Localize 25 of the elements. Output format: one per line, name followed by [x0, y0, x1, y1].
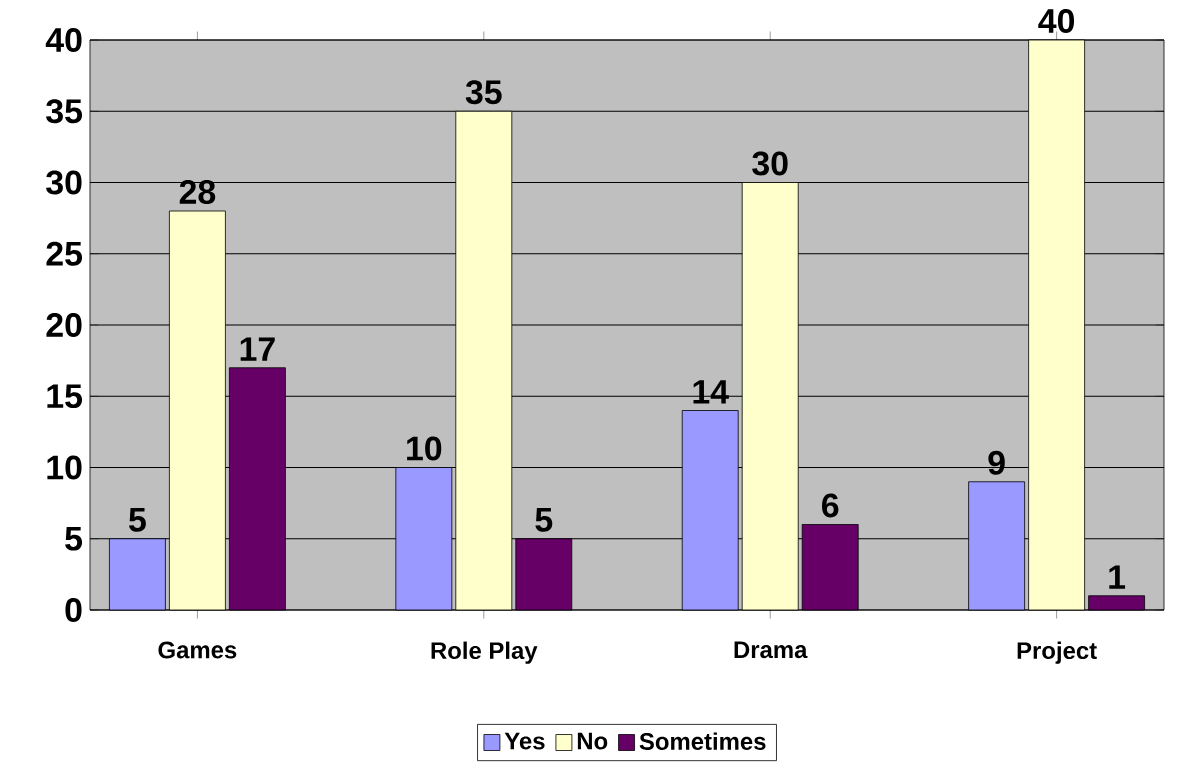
data-label: 30	[752, 151, 788, 176]
data-label: 10	[407, 436, 442, 461]
y-tick-label: 15	[47, 384, 83, 409]
data-label: 17	[240, 337, 275, 361]
y-tick-label: 25	[46, 241, 83, 266]
y-tick-label: 35	[46, 99, 83, 124]
data-label: 5	[129, 508, 146, 532]
y-tick-label: 10	[47, 455, 82, 480]
y-tick-label: 5	[65, 526, 83, 551]
x-tick-label: Project	[1017, 641, 1097, 664]
x-tick-label: Role Play	[431, 641, 538, 664]
data-label: 5	[535, 508, 553, 532]
x-tick-label: Drama	[734, 641, 808, 659]
y-tick-label: 0	[65, 598, 82, 623]
y-tick-label: 20	[46, 313, 82, 338]
data-label: 1	[1109, 565, 1126, 589]
x-tick-label: Games	[158, 641, 237, 659]
data-label: 6	[822, 493, 839, 518]
y-tick-label: 30	[46, 170, 82, 195]
data-label: 35	[465, 80, 502, 105]
legend-label: No	[577, 732, 608, 750]
legend-label: Yes	[504, 732, 545, 750]
legend-label: Sometimes	[639, 732, 766, 750]
y-tick-label: 40	[45, 28, 82, 53]
data-label: 40	[1038, 8, 1075, 33]
